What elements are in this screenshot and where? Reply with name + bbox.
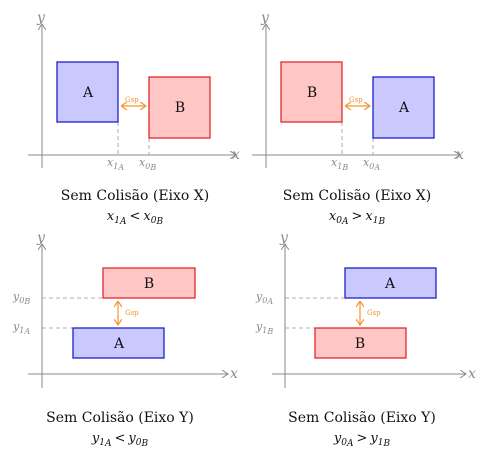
box-b [280, 61, 343, 123]
x-axis-label: x [232, 147, 240, 163]
condition: y0A > y1B [333, 431, 391, 449]
box-a [56, 61, 119, 123]
y-axis-label: y [279, 230, 289, 246]
caption: Sem Colisão (Eixo X) [61, 188, 209, 204]
box-a-label: A [82, 85, 94, 101]
y-axis-label: y [36, 230, 46, 246]
tick-y1a: y1A [12, 320, 30, 336]
box-a [372, 76, 435, 139]
gap-label: Gsp [125, 309, 139, 317]
x-axis-label: x [230, 366, 238, 382]
box-b [148, 76, 211, 139]
box-b-label: B [355, 336, 365, 352]
gap-label: Gsp [367, 309, 381, 317]
panel-y-a-below: x y B A Gsp y0B y1A Sem Colisão (Eixo Y)… [12, 230, 238, 449]
box-a [72, 327, 165, 359]
gap-label: Gsp [125, 96, 139, 104]
box-b [314, 327, 407, 359]
x-axis-label: x [468, 366, 476, 382]
y-axis-label: y [36, 10, 46, 26]
box-a-label: A [384, 276, 396, 292]
box-a [344, 267, 437, 299]
box-a-label: A [113, 336, 125, 352]
y-axis-label: y [260, 10, 270, 26]
caption: Sem Colisão (Eixo Y) [288, 410, 436, 426]
condition: y1A < y0B [91, 431, 149, 449]
box-b [102, 267, 196, 299]
tick-x1b: x1B [331, 156, 348, 172]
condition: x0A > x1B [329, 209, 386, 227]
tick-y0a: y0A [255, 290, 273, 306]
box-b-label: B [144, 276, 154, 292]
caption: Sem Colisão (Eixo X) [283, 188, 431, 204]
condition: x1A < x0B [107, 209, 164, 227]
tick-x0b: x0B [139, 156, 156, 172]
box-b-label: B [307, 85, 317, 101]
gap-label: Gsp [349, 96, 363, 104]
panel-y-b-below: x y A B Gsp y0A y1B Sem Colisão (Eixo Y)… [255, 230, 476, 449]
panel-x-a-left: x y A B Gsp x1A x0B Sem Colisão (Eixo X)… [28, 10, 240, 227]
box-b-label: B [175, 100, 185, 116]
box-a-label: A [398, 100, 410, 116]
tick-x1a: x1A [107, 156, 124, 172]
x-axis-label: x [456, 147, 464, 163]
panel-x-b-left: x y B A Gsp x1B x0A Sem Colisão (Eixo X)… [252, 10, 464, 227]
tick-x0a: x0A [363, 156, 380, 172]
tick-y0b: y0B [12, 290, 30, 306]
caption: Sem Colisão (Eixo Y) [46, 410, 194, 426]
tick-y1b: y1B [255, 320, 273, 336]
